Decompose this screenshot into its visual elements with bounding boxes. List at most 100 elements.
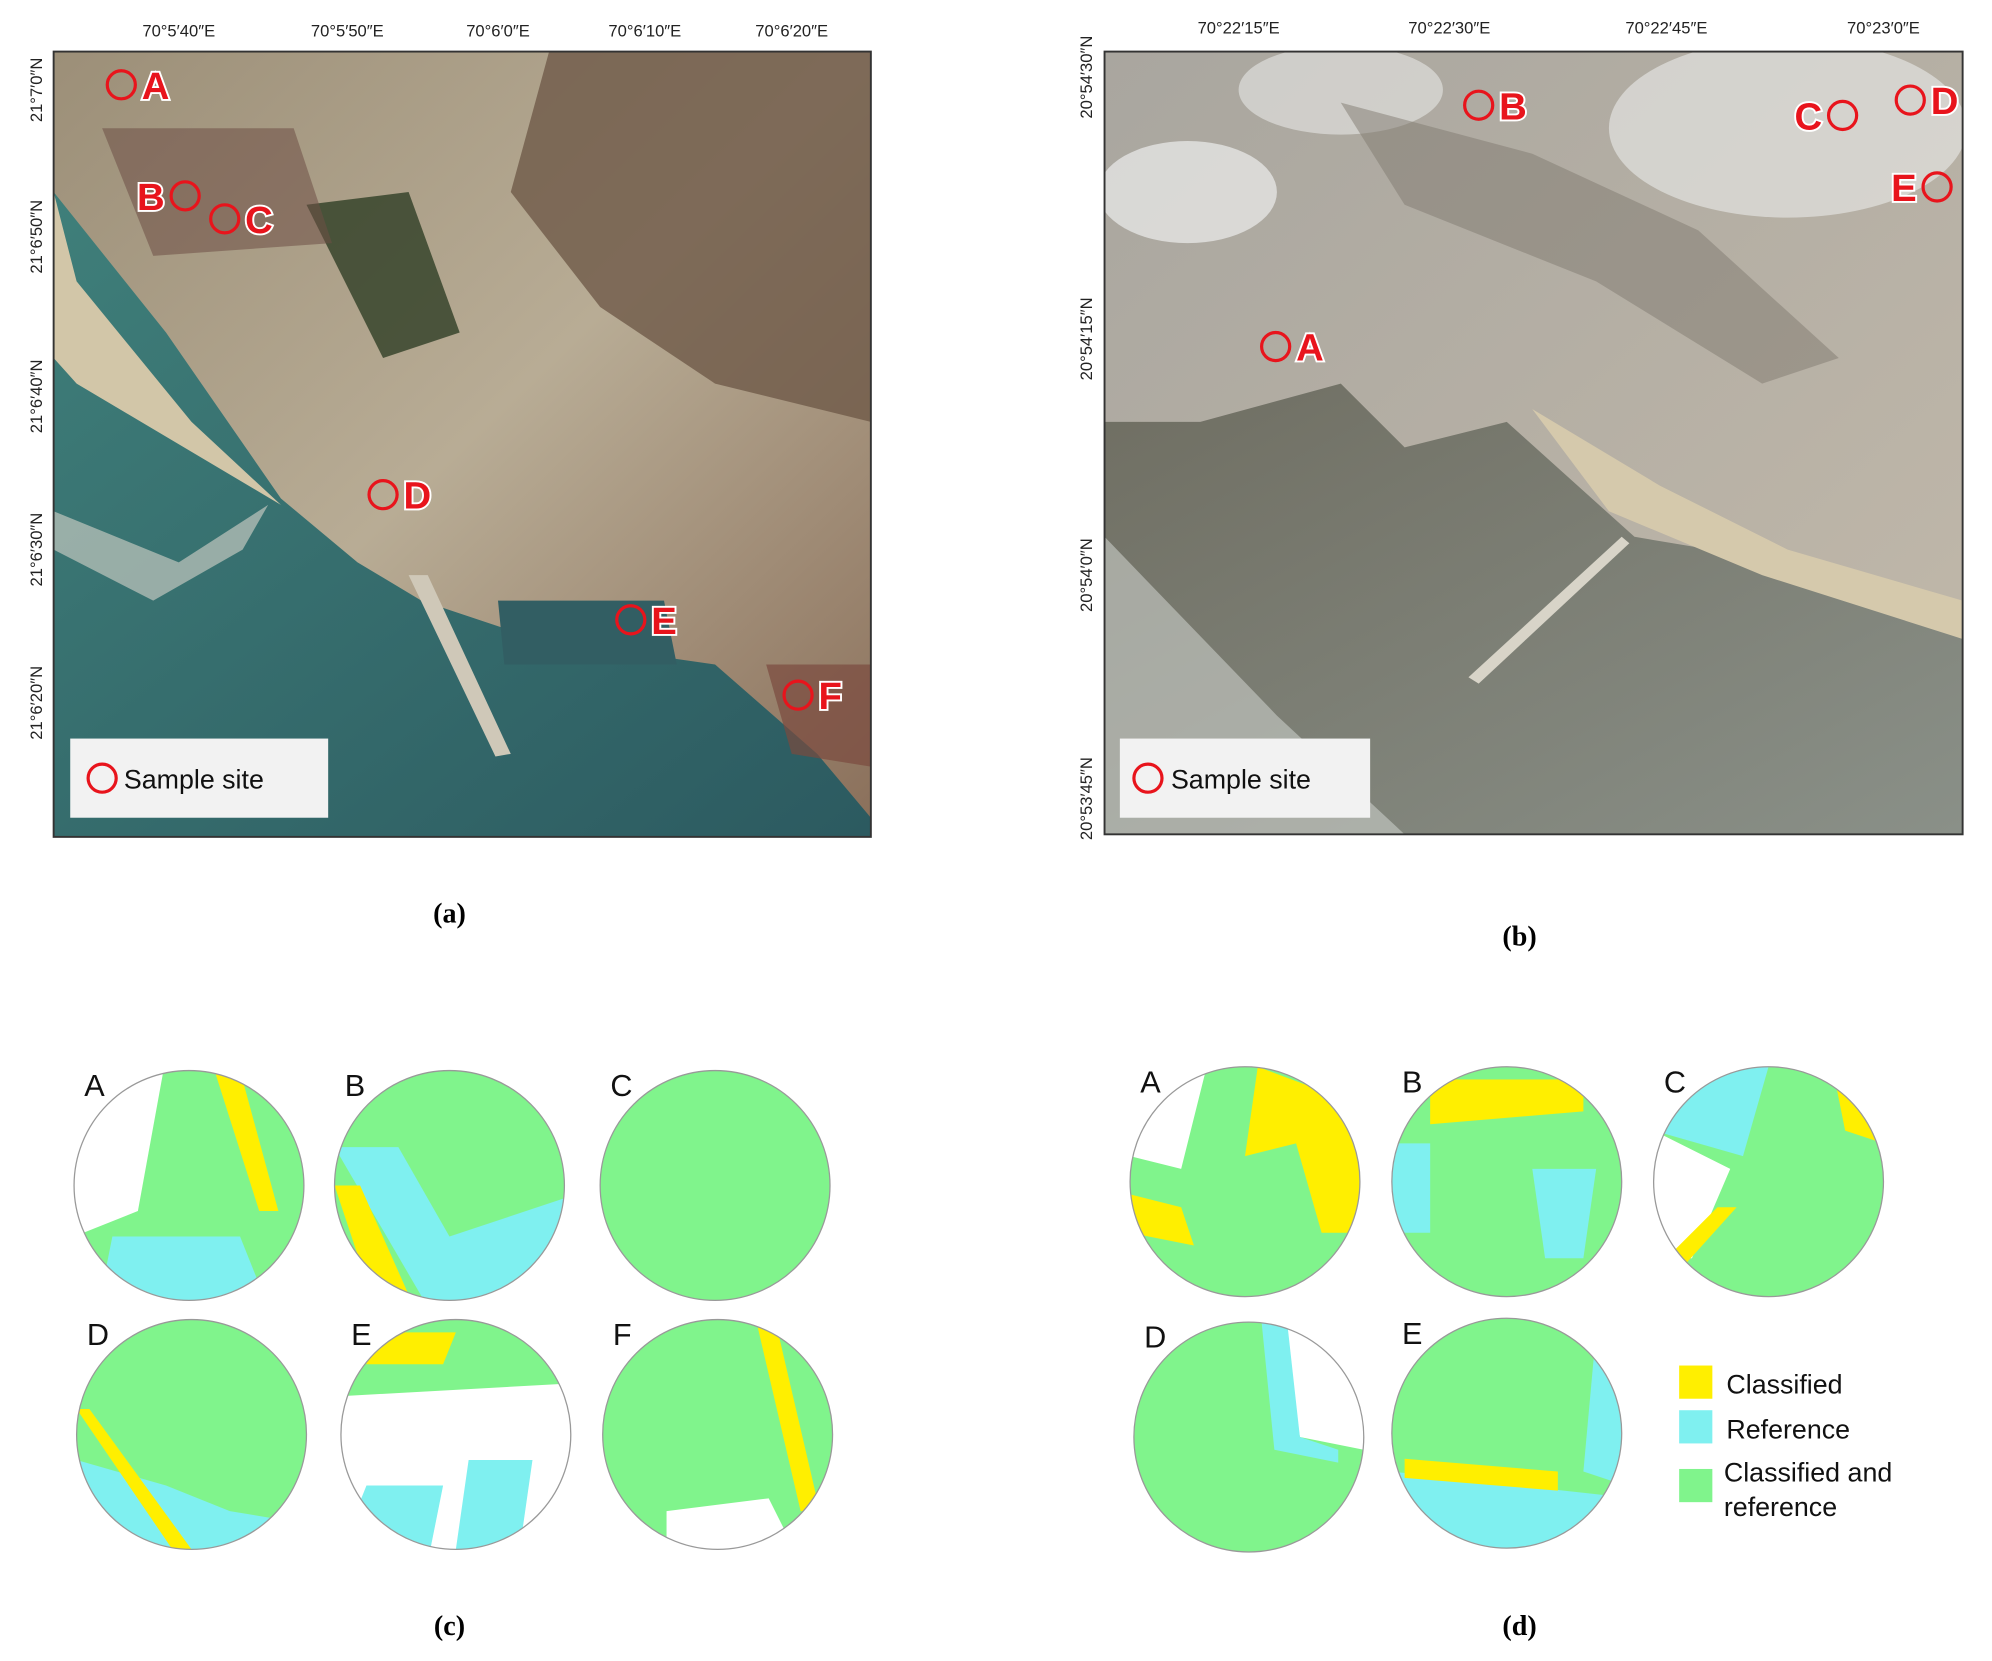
class-patch (1666, 1207, 1737, 1272)
circle-label: C (610, 1069, 632, 1103)
class-patch (1130, 1194, 1194, 1246)
sample-site-label: B (137, 176, 165, 219)
circle-label: B (345, 1069, 365, 1103)
legend-swatch (1679, 1410, 1713, 1444)
legend-marker (86, 762, 118, 794)
circle-label: C (1664, 1065, 1686, 1099)
class-patch (455, 1460, 533, 1550)
class-patch (1404, 1458, 1558, 1491)
sample-site-label: D (1931, 80, 1959, 123)
class-patch (340, 1383, 571, 1550)
sample-site-label: B (1499, 85, 1527, 128)
class-patch (1261, 1322, 1339, 1463)
circle-outline (599, 1069, 831, 1302)
latitude-label: 21°6′20″N (27, 666, 46, 740)
longitude-label: 70°6′10″E (608, 21, 681, 40)
sample-site-marker (209, 203, 241, 235)
sample-site-marker (782, 679, 814, 711)
legend-label: Sample site (1171, 764, 1311, 794)
longitude-label: 70°23′0″E (1847, 19, 1920, 38)
accuracy-circle (340, 1319, 571, 1550)
circle-label: B (1402, 1065, 1422, 1099)
panel-caption: (a) (433, 898, 466, 929)
class-patch (340, 1485, 444, 1550)
accuracy-circle (602, 1319, 833, 1550)
legend-label: Classified (1726, 1370, 1842, 1400)
circle-outline (75, 1318, 308, 1551)
legend-label: Classified and reference (1723, 1458, 1893, 1523)
latitude-label: 20°54′0″N (1077, 538, 1096, 612)
longitude-label: 70°22′45″E (1625, 19, 1707, 38)
sample-site-label: A (1296, 327, 1324, 370)
sample-site-label: C (1794, 95, 1822, 138)
legend-label-box: Classified and reference (1723, 1458, 1893, 1523)
circle-outline (602, 1318, 834, 1551)
class-patch (1653, 1130, 1731, 1259)
class-patch (1532, 1168, 1597, 1259)
class-patch (334, 1185, 412, 1301)
sample-site-marker (1463, 89, 1495, 121)
longitude-label: 70°5′40″E (142, 21, 215, 40)
circle-outline (340, 1318, 572, 1551)
circle-outline (1129, 1066, 1361, 1298)
legend-label: Sample site (124, 764, 264, 794)
sample-site-label: E (651, 600, 677, 643)
sample-site-label: A (142, 65, 170, 108)
circle-label: A (1140, 1065, 1161, 1099)
longitude-label: 70°5′50″E (311, 21, 384, 40)
satellite-image-a (53, 51, 871, 837)
sample-site-marker (1826, 99, 1859, 132)
latitude-label: 20°54′30″N (1077, 36, 1096, 119)
accuracy-circle (74, 1070, 304, 1301)
sample-site-marker (169, 180, 201, 212)
class-patch (666, 1498, 795, 1550)
accuracy-circle (1391, 1318, 1622, 1549)
legend-marker (1132, 762, 1164, 794)
longitude-label: 70°6′0″E (466, 21, 530, 40)
longitude-label: 70°22′15″E (1198, 19, 1280, 38)
class-patch (76, 1408, 192, 1550)
accuracy-circle (600, 1070, 830, 1301)
sample-site-label: C (245, 199, 273, 242)
accuracy-circle (1391, 1066, 1622, 1297)
circle-label: F (613, 1318, 632, 1352)
satellite-image-b (1104, 51, 1963, 835)
legend-box (70, 738, 329, 818)
panel-caption: (b) (1502, 921, 1536, 952)
circle-outline (1391, 1317, 1623, 1549)
circle-label: E (1402, 1317, 1422, 1351)
class-patch (334, 1147, 565, 1301)
circle-label: D (1144, 1321, 1166, 1355)
map-frame (52, 50, 872, 838)
legend-swatch (1679, 1468, 1713, 1503)
circle-outline (1133, 1321, 1365, 1553)
class-patch (755, 1319, 820, 1512)
accuracy-circle (1653, 1066, 1884, 1297)
circle-outline (1652, 1066, 1885, 1298)
circle-outline (73, 1069, 305, 1302)
circle-label: A (84, 1069, 105, 1103)
panel-caption: (c) (434, 1611, 465, 1642)
circle-label: D (87, 1318, 109, 1352)
latitude-label: 21°6′30″N (27, 513, 46, 587)
latitude-label: 20°54′15″N (1077, 297, 1096, 380)
circle-outline (333, 1069, 566, 1302)
sample-site-label: F (819, 675, 842, 718)
sample-site-marker (367, 479, 399, 511)
map-frame (1103, 50, 1964, 836)
latitude-label: 21°7′0″N (27, 58, 46, 123)
sample-site-marker (1260, 330, 1292, 363)
class-patch (1391, 1471, 1622, 1549)
latitude-label: 20°53′45″N (1077, 757, 1096, 840)
sample-site-marker (615, 604, 647, 636)
sample-site-marker (1921, 171, 1953, 203)
accuracy-circle (1133, 1322, 1364, 1552)
latitude-label: 21°6′50″N (27, 200, 46, 274)
circle-outline (1391, 1066, 1623, 1298)
latitude-label: 21°6′40″N (27, 359, 46, 433)
sample-site-label: E (1891, 167, 1917, 210)
legend-label: Reference (1726, 1414, 1850, 1444)
panel-caption: (d) (1502, 1611, 1536, 1642)
